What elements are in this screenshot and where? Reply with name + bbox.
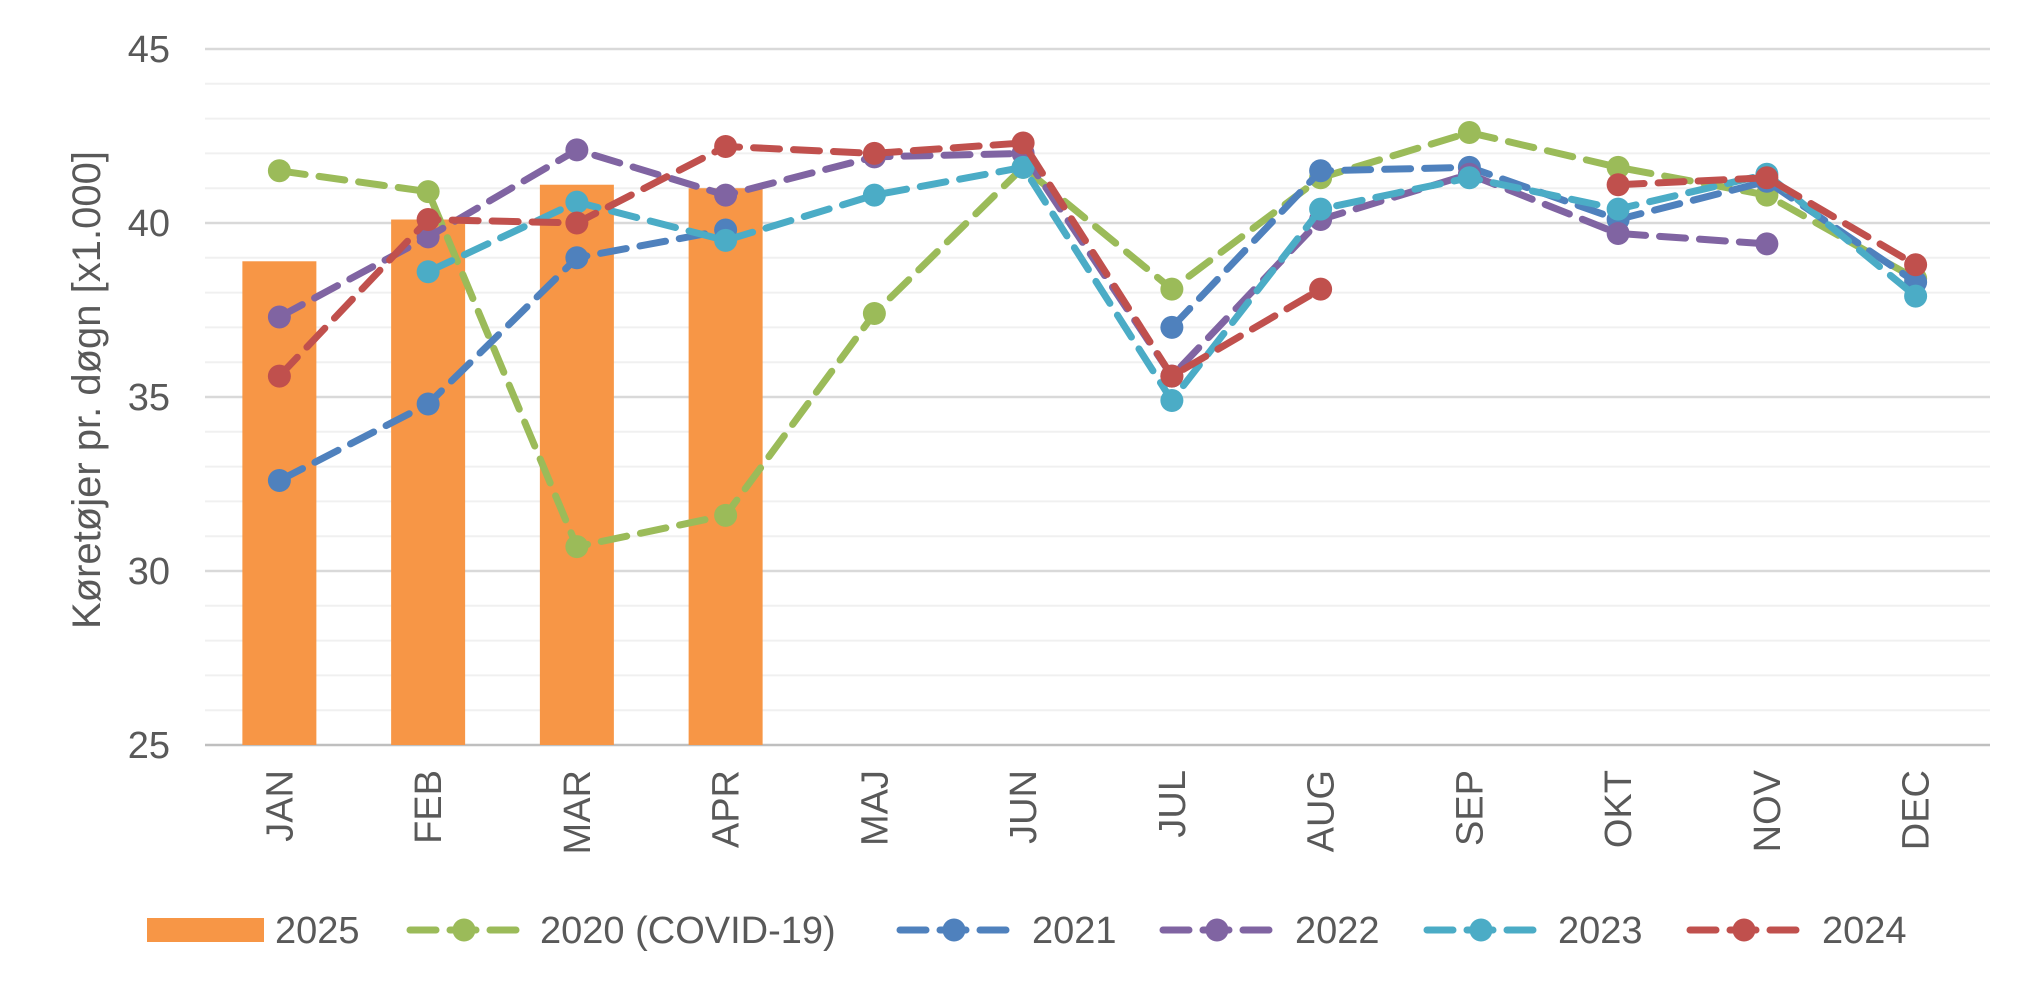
data-point: [1309, 277, 1333, 301]
y-tick-label: 30: [128, 551, 170, 593]
legend-swatch-marker: [1732, 918, 1756, 942]
data-point: [1606, 173, 1630, 197]
data-point: [714, 134, 738, 158]
legend-swatch-bar: [147, 918, 264, 942]
legend-label: 2025: [275, 910, 360, 952]
x-tick-label: AUG: [1301, 770, 1343, 852]
data-point: [565, 535, 589, 559]
legend-label: 2023: [1558, 910, 1643, 952]
data-point: [1309, 197, 1333, 221]
bar: [688, 188, 763, 745]
legend-label: 2022: [1295, 910, 1380, 952]
series-2023: [416, 155, 1928, 412]
data-point: [267, 305, 291, 329]
data-point: [416, 392, 440, 416]
data-point: [1755, 166, 1779, 190]
data-point: [267, 159, 291, 183]
series-line: [275, 146, 1771, 380]
y-tick-label: 45: [128, 29, 170, 71]
x-tick-label: MAR: [557, 770, 599, 854]
legend-label: 2020 (COVID-19): [540, 910, 836, 952]
x-tick-label: MAJ: [854, 770, 896, 846]
y-tick-label: 40: [128, 203, 170, 245]
legend: 2025 2020 (COVID-19) 2021 2022 2023 2024: [147, 910, 1907, 952]
legend-swatch-marker: [1469, 918, 1493, 942]
data-point: [1606, 197, 1630, 221]
series-2021: [267, 155, 1928, 493]
data-point: [1160, 388, 1184, 412]
data-point: [714, 183, 738, 207]
legend-label: 2021: [1032, 910, 1117, 952]
data-point: [1160, 277, 1184, 301]
y-axis-ticks: 25 30 35 40 45: [128, 29, 170, 767]
data-point: [565, 246, 589, 270]
legend-label: 2024: [1822, 910, 1907, 952]
data-point: [1904, 284, 1928, 308]
data-point: [267, 364, 291, 388]
x-tick-label: APR: [706, 770, 748, 848]
series-2024: [267, 131, 1928, 388]
series-2020-covid-19-: [267, 121, 1928, 559]
bar: [391, 219, 466, 745]
x-tick-label: JAN: [259, 770, 301, 842]
data-point: [1755, 232, 1779, 256]
bar-series: [242, 184, 763, 746]
line-series: [267, 121, 1928, 559]
x-tick-label: JUN: [1003, 770, 1045, 844]
data-point: [714, 228, 738, 252]
legend-swatch-marker: [1205, 918, 1229, 942]
data-point: [565, 138, 589, 162]
data-point: [1011, 155, 1035, 179]
x-tick-label: NOV: [1747, 769, 1789, 852]
series-line: [275, 226, 730, 485]
x-tick-label: DEC: [1896, 770, 1938, 850]
series-line: [275, 129, 1920, 551]
data-point: [862, 301, 886, 325]
y-axis-title: Køretøjer pr. døgn [x1.000]: [65, 151, 109, 629]
x-tick-label: JUL: [1152, 770, 1194, 838]
data-point: [565, 190, 589, 214]
data-point: [565, 211, 589, 235]
gridlines: [205, 47, 1990, 747]
legend-swatch-marker: [942, 918, 966, 942]
data-point: [862, 141, 886, 165]
data-point: [1606, 155, 1630, 179]
data-point: [1011, 131, 1035, 155]
data-point: [416, 260, 440, 284]
x-tick-label: FEB: [408, 770, 450, 844]
data-point: [1457, 121, 1481, 145]
x-tick-label: SEP: [1449, 770, 1491, 846]
data-point: [1457, 166, 1481, 190]
data-point: [416, 208, 440, 232]
data-point: [1904, 253, 1928, 277]
data-point: [1606, 221, 1630, 245]
data-point: [416, 225, 440, 249]
y-tick-label: 35: [128, 377, 170, 419]
x-tick-label: OKT: [1598, 770, 1640, 848]
data-point: [714, 503, 738, 527]
bar: [242, 261, 317, 745]
data-point: [1160, 364, 1184, 388]
series-line: [275, 139, 1325, 380]
data-point: [267, 469, 291, 493]
data-point: [1309, 159, 1333, 183]
legend-swatch-marker: [452, 918, 476, 942]
data-point: [862, 183, 886, 207]
data-point: [1160, 315, 1184, 339]
data-point: [416, 180, 440, 204]
y-tick-label: 25: [128, 725, 170, 767]
x-axis-ticks: JAN FEB MAR APR MAJ JUN JUL AUG SEP OKT NOV DEC: [259, 769, 1937, 854]
